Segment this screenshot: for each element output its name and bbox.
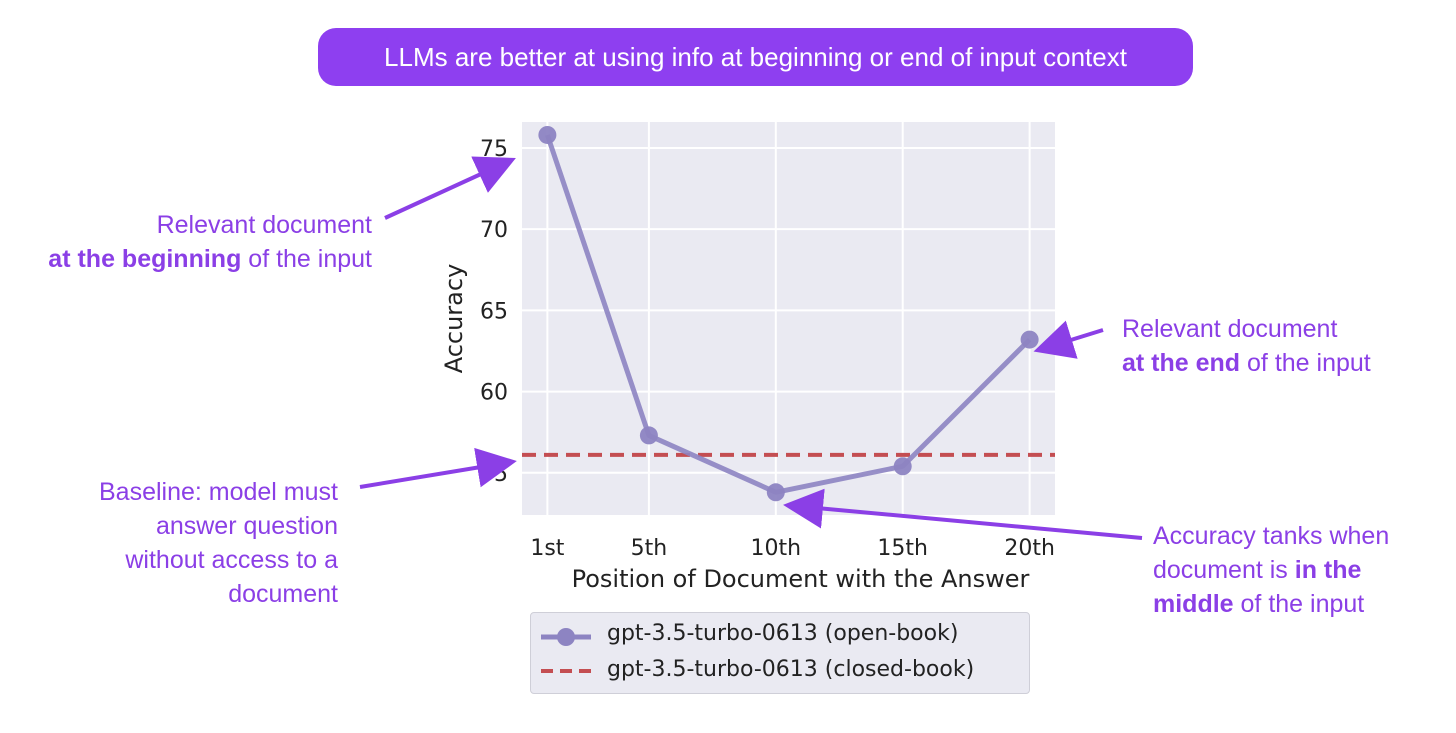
title-banner: LLMs are better at using info at beginni… [318,28,1193,86]
arrow-baseline [359,447,517,489]
annotation-baseline: Baseline: model must answer question wit… [30,475,338,611]
arrow-end [1033,320,1104,359]
annotation-beginning-rest: of the input [241,245,372,273]
y-tick-60: 60 [480,381,508,406]
annotation-middle-line2: document is in the [1153,553,1443,587]
x-tick-1st: 1st [530,536,564,561]
point-open-book-20th [1020,330,1039,349]
point-open-book-5th [639,426,658,445]
legend-label-closed-book: gpt-3.5-turbo-0613 (closed-book) [607,657,975,682]
arrow-beginning [384,156,516,220]
point-open-book-1st [538,125,557,144]
annotation-middle-line3: middle of the input [1153,587,1443,621]
annotation-end-rest: of the input [1240,349,1371,377]
x-tick-15th: 15th [877,536,928,561]
x-tick-10th: 10th [751,536,802,561]
annotation-end: Relevant document at the end of the inpu… [1122,312,1442,380]
x-tick-labels: 1st 5th 10th 15th 20th [530,536,1055,561]
annotation-middle-rest: of the input [1233,590,1365,618]
legend-label-open-book: gpt-3.5-turbo-0613 (open-book) [607,621,959,646]
point-open-book-15th [893,457,912,476]
x-tick-5th: 5th [631,536,668,561]
legend-item-closed-book: gpt-3.5-turbo-0613 (closed-book) [531,653,1029,689]
annotation-baseline-line3: without access to a [125,546,338,574]
annotation-middle-pre: document is [1153,556,1295,584]
annotation-end-line1: Relevant document [1122,315,1338,343]
x-tick-20th: 20th [1004,536,1055,561]
annotation-beginning: Relevant document at the beginning of th… [30,208,372,276]
annotation-beginning-line1: Relevant document [156,211,372,239]
x-axis-label: Position of Document with the Answer [572,565,1030,593]
annotation-end-bold: at the end [1122,349,1241,377]
annotation-baseline-line1: Baseline: model must [98,478,338,506]
annotation-middle-line1: Accuracy tanks when [1153,522,1390,550]
y-tick-70: 70 [480,218,508,243]
annotation-beginning-bold: at the beginning [48,245,242,273]
chart-legend: gpt-3.5-turbo-0613 (open-book) gpt-3.5-t… [530,612,1030,694]
series-layer [522,125,1055,502]
annotation-middle-bold1: in the [1294,556,1362,584]
annotation-middle: Accuracy tanks when document is in the m… [1153,519,1443,621]
point-open-book-10th [766,483,785,502]
y-axis-label: Accuracy [440,264,468,374]
y-tick-75: 75 [480,137,508,162]
annotation-baseline-line2: answer question [155,512,338,540]
annotation-end-line2: at the end of the input [1122,346,1442,380]
legend-swatch-open-book [541,628,591,646]
annotation-baseline-line4: document [228,580,338,608]
annotation-beginning-line2: at the beginning of the input [30,242,372,276]
y-tick-65: 65 [480,299,508,324]
annotation-arrows [359,156,1143,540]
annotation-middle-bold2: middle [1153,590,1234,618]
arrow-middle [783,488,1143,540]
legend-item-open-book: gpt-3.5-turbo-0613 (open-book) [531,617,1029,653]
grid-lines [522,122,1055,515]
legend-swatch-closed-book [541,669,591,673]
